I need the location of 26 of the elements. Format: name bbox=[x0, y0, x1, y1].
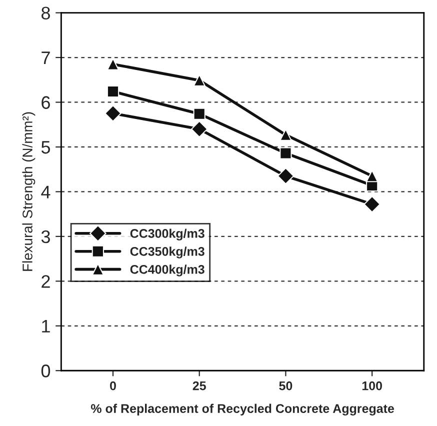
x-tick-label: 50 bbox=[279, 381, 292, 390]
point bbox=[364, 196, 380, 213]
y-tick-label: 1 bbox=[42, 320, 50, 332]
y-tick-label: 6 bbox=[42, 96, 50, 109]
point bbox=[190, 120, 208, 138]
legend-label: CC400kg/m3 bbox=[130, 264, 204, 276]
legend-label: CC300kg/m3 bbox=[130, 228, 204, 240]
point bbox=[280, 147, 292, 160]
point bbox=[106, 58, 120, 70]
point bbox=[277, 168, 294, 184]
y-axis-title: Flexural Strength (N/mm²) bbox=[22, 112, 36, 271]
x-axis-title: % of Replacement of Recycled Concrete Aggregate bbox=[90, 404, 394, 416]
x-tick-label: 25 bbox=[192, 381, 206, 390]
y-tick-label: 7 bbox=[42, 52, 50, 64]
y-tick-label: 4 bbox=[41, 186, 50, 198]
legend-label: CC350kg/m3 bbox=[130, 246, 204, 258]
x-tick-label: 100 bbox=[362, 381, 382, 390]
y-tick-label: 3 bbox=[41, 230, 50, 244]
point bbox=[193, 108, 206, 120]
y-tick-label: 0 bbox=[41, 364, 50, 378]
point bbox=[106, 85, 120, 98]
x-tick-label: 0 bbox=[110, 381, 116, 390]
y-tick-label: 8 bbox=[42, 6, 50, 20]
point bbox=[104, 105, 122, 122]
y-tick-label: 2 bbox=[42, 275, 50, 288]
y-tick-label: 5 bbox=[41, 141, 50, 154]
